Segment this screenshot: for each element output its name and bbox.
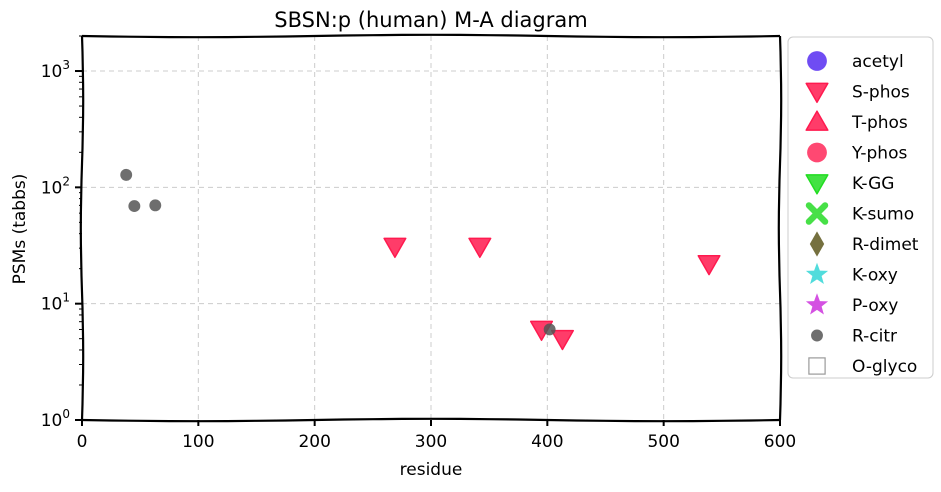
x-axis-label: residue [400,460,463,480]
legend-label: R-citr [852,327,897,347]
legend-label: S-phos [852,83,910,103]
legend-marker-r-citr [811,329,823,342]
data-point-r-citr [149,199,162,212]
data-point-s-phos [383,237,407,259]
legend-marker-k-sumo [805,202,829,225]
axis-bottom [81,417,781,423]
x-tick-label: 0 [77,432,88,452]
legend-label: T-phos [851,113,908,133]
legend-label: K-sumo [852,205,914,225]
x-tick-label: 500 [647,432,679,452]
legend-marker-y-phos [807,142,827,163]
data-point-r-citr [120,168,133,181]
legend-label: Y-phos [851,144,907,164]
y-tick-label: 100 [41,407,70,431]
legend-marker-s-phos [805,82,829,104]
data-points [120,168,721,351]
legend-label: acetyl [852,52,904,72]
data-point-s-phos [697,254,721,276]
axis-left [79,35,85,421]
data-point-s-phos [550,329,575,351]
legend-marker-o-glyco [808,357,826,375]
legend-marker-t-phos [805,110,829,131]
legend-label: O-glyco [852,357,917,377]
tick-labels: 0 100 200 300 400 500 600 100 101 102 103 [41,58,797,452]
legend: acetyl S-phos T-phos Y-phos K-GG K-sumo R-dime… [787,36,934,379]
y-tick-label: 103 [41,58,70,82]
data-point-s-phos [468,237,492,259]
y-tick-label: 102 [41,174,70,198]
legend-label: P-oxy [852,296,898,316]
x-tick-label: 600 [764,432,796,452]
legend-marker-p-oxy [805,293,829,315]
grid-lines [82,36,780,420]
chart-title: SBSN:p (human) M-A diagram [274,8,587,32]
x-tick-label: 400 [531,432,563,452]
legend-label: K-GG [852,174,894,194]
legend-marker-k-gg [805,174,829,195]
y-axis-label: PSMs (tabbs) [10,174,30,285]
y-tick-label: 101 [41,291,70,315]
data-point-r-citr [128,200,141,213]
x-tick-label: 300 [415,432,447,452]
legend-box [787,36,934,379]
x-tick-label: 200 [298,432,330,452]
axis-top [81,33,781,39]
legend-label: K-oxy [852,266,898,286]
legend-marker-k-oxy [805,262,829,284]
legend-label: R-dimet [852,235,919,255]
legend-marker-r-dimet [809,231,825,257]
legend-marker-acetyl [807,51,827,71]
x-tick-label: 100 [182,432,214,452]
data-point-r-citr [543,323,556,336]
axis-right [777,35,783,421]
axes-frame [75,33,783,426]
